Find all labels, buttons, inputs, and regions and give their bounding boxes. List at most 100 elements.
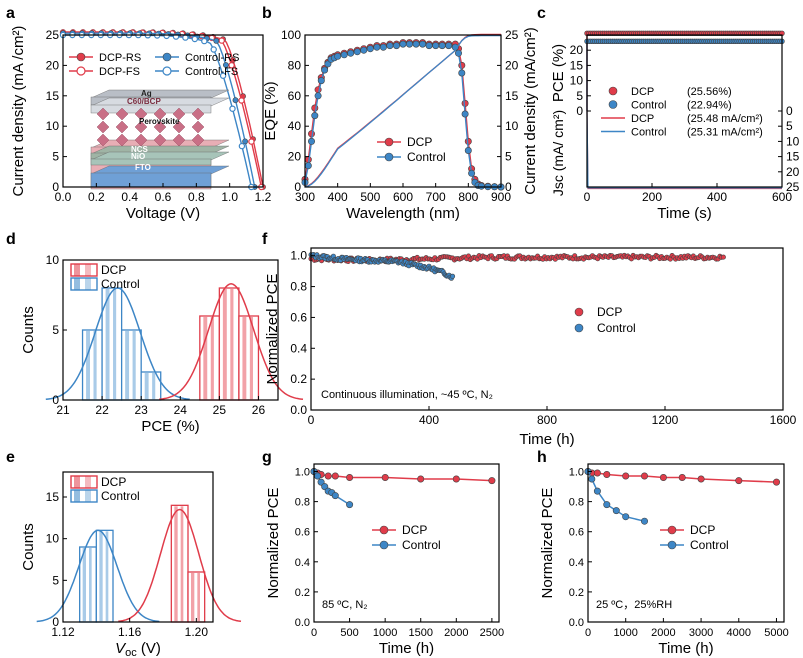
legend-a-3-label: Control-FS [185, 66, 238, 78]
hist-bar-shade-Control [132, 331, 136, 400]
stability-point-Control [314, 472, 322, 480]
legend-d-1-label: Control [101, 277, 140, 291]
x-tick-label-g: 2500 [480, 627, 504, 639]
panel-f: 0 400 800 1200 1600 0.0 0.2 0.4 0.6 0.8 1.0 Time (h… [264, 247, 797, 448]
hist-bar-DCP [170, 504, 189, 623]
legend-c-0-marker [608, 86, 618, 96]
y-tick-label-d: 0 [52, 393, 59, 407]
annotation-f: Continuous illumination, ~45 ºC, N₂ [321, 389, 493, 401]
x-tick-label-f: 400 [419, 413, 439, 427]
perovskite-octahedron [191, 107, 205, 121]
y-tick-label-h: 0.6 [569, 527, 584, 539]
device-label: NiO [131, 152, 145, 161]
panel-b: 300 400 500 600 700 800 9000204060801000510152… [262, 27, 539, 222]
eqe-point-Control [304, 162, 312, 170]
x-tick-label-a: 1.2 [255, 190, 272, 204]
legend-c-value-3: (25.31 mA/cm²) [687, 127, 763, 139]
eqe-point-Control [458, 69, 466, 77]
y-tick-label-f: 0.6 [290, 310, 307, 324]
gaussian-fit-Control [45, 287, 190, 401]
y2-tick-label-b: 10 [505, 119, 519, 133]
x-tick-label-b: 700 [426, 190, 446, 204]
x-tick-label-e: 1.16 [118, 625, 142, 639]
eqe-point-Control [311, 112, 319, 120]
eqe-point-Control [373, 43, 381, 51]
stability-point-DCP [772, 478, 780, 486]
y2-tick-label-c: 20 [786, 165, 800, 179]
y-tick-label-e: 0 [52, 615, 59, 629]
panel-label-f: f [262, 231, 268, 248]
legend-d-1-swatch-fill [85, 278, 91, 290]
jv-point-Control-FS [201, 37, 208, 45]
y-tick-label-c: 20 [570, 43, 584, 57]
x-tick-label-a: 0.2 [88, 190, 105, 204]
y-tick-label-e: 10 [46, 532, 60, 546]
x-tick-label-f: 1600 [770, 413, 797, 427]
legend-d-1-swatch-fill [74, 278, 80, 290]
stability-point-DCP [678, 473, 686, 481]
perovskite-octahedron [115, 107, 129, 121]
x-axis-label-c: Time (s) [657, 205, 711, 222]
perovskite-octahedron [191, 133, 205, 147]
stability-point-Control [622, 513, 630, 521]
y-tick-label-b: 80 [288, 58, 302, 72]
x-tick-label-h: 0 [585, 627, 591, 639]
scatter-point-Control [450, 273, 456, 279]
eqe-point-Control [425, 42, 433, 50]
jv-point-DCP-FS [218, 37, 225, 44]
x-tick-label-d: 22 [95, 403, 109, 417]
pce-trace-Control [586, 40, 782, 111]
hist-bar-shade-Control [105, 289, 110, 400]
device-layer [90, 158, 212, 166]
perovskite-octahedron [96, 120, 110, 134]
y-tick-label-a: 10 [46, 119, 60, 133]
perovskite-octahedron [115, 120, 129, 134]
panel-label-a: a [6, 5, 15, 22]
legend-a-2-marker [162, 52, 172, 62]
eqe-point-Control [445, 42, 453, 50]
y-tick-label-h: 0.8 [569, 497, 584, 509]
stability-point-DCP [622, 472, 630, 480]
y-tick-label-a: 20 [46, 58, 60, 72]
jv-point-Control-RS [213, 38, 220, 44]
stability-point-DCP [346, 473, 354, 481]
hist-bar-Control [120, 329, 142, 401]
x-tick-label-g: 0 [311, 627, 317, 639]
x-tick-label-c: 0 [584, 190, 591, 204]
x-axis-label-h: Time (h) [658, 640, 713, 657]
hist-bar-shade-DCP [174, 506, 178, 622]
x-tick-label-h: 2000 [651, 627, 675, 639]
perovskite-octahedron [96, 107, 110, 121]
eqe-point-Control [334, 52, 342, 60]
perovskite-octahedron [172, 133, 186, 147]
y-tick-label-g: 0.6 [295, 527, 310, 539]
eqe-point-Control [399, 40, 407, 48]
eqe-point-Control [353, 48, 361, 56]
legend-c-value-2: (25.48 mA/cm²) [687, 113, 763, 125]
x-tick-label-d: 21 [56, 403, 70, 417]
y-tick-label-h: 0.4 [569, 557, 584, 569]
hist-bar-shade-Control [125, 331, 130, 400]
y-tick-label-c: 15 [570, 58, 584, 72]
x-tick-label-d: 23 [135, 403, 149, 417]
legend-c-value-1: (22.94%) [687, 100, 732, 112]
hist-bar-shade-DCP [210, 317, 214, 400]
eqe-point-Control [468, 169, 476, 177]
legend-f-1-marker [574, 323, 584, 333]
perovskite-octahedron [134, 120, 148, 134]
legend-c-0-label: DCP [631, 86, 654, 98]
stability-point-DCP [381, 473, 389, 481]
legend-g-0-marker [379, 525, 389, 535]
hist-bar-shade-Control [86, 331, 90, 400]
legend-f-1-label: Control [597, 321, 636, 335]
y-tick-label-e: 5 [52, 573, 59, 587]
x-tick-label-f: 1200 [652, 413, 679, 427]
x-tick-label-a: 1.0 [221, 190, 238, 204]
y-tick-label-c: 0 [576, 104, 583, 118]
pce-trace-DCP [586, 32, 782, 111]
y2-tick-label-c: 25 [786, 180, 800, 194]
